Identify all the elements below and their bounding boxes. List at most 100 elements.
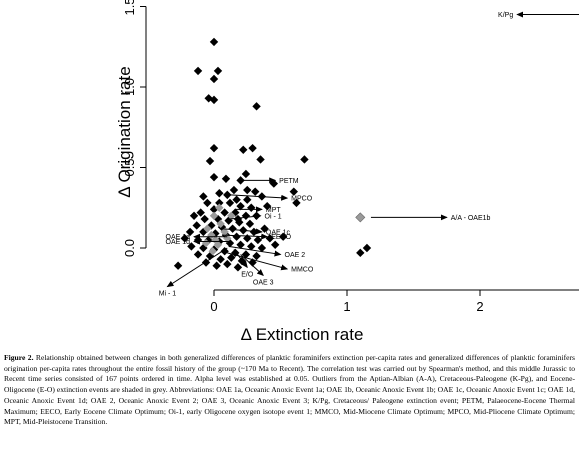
annotation-arrow [240, 254, 264, 277]
annotation-label: OAE 2 [285, 252, 306, 259]
data-point [289, 187, 298, 196]
data-point [253, 235, 263, 245]
annotation-arrow [233, 249, 248, 269]
annotation-label: OAE 1d [166, 239, 191, 246]
data-point [247, 242, 256, 251]
data-point [243, 185, 252, 195]
outlier-point [355, 212, 366, 223]
data-point [292, 198, 301, 208]
data-point [243, 195, 252, 204]
annotation-arrow [229, 194, 289, 201]
data-point [173, 261, 183, 270]
y-axis-title: Δ Origination rate [115, 66, 134, 197]
annotation-label: E/O [241, 271, 254, 278]
annotation-arrow [229, 213, 262, 220]
data-point [241, 211, 251, 220]
annotation-label: Mi - 1 [159, 291, 177, 298]
data-point [227, 253, 236, 262]
data-point [213, 66, 223, 76]
grey-event-point [227, 211, 236, 220]
data-point [236, 201, 245, 211]
data-point [200, 214, 209, 224]
caption-text: Relationship obtained between changes in… [4, 353, 575, 427]
data-point [256, 155, 265, 164]
data-point [185, 227, 195, 237]
annotation-arrow [166, 247, 228, 288]
data-point [248, 143, 257, 153]
annotation-label: Oi - 1 [265, 213, 282, 220]
data-point [221, 174, 231, 183]
data-point [257, 243, 267, 253]
x-axis: 0123 [210, 289, 579, 314]
annotation-arrow [221, 233, 269, 240]
data-point [204, 94, 213, 103]
data-point [205, 156, 215, 166]
data-point [236, 240, 245, 249]
data-point [193, 66, 203, 76]
grey-event-point [209, 211, 219, 220]
figure-caption: Figure 2. Relationship obtained between … [4, 353, 575, 428]
data-point [252, 251, 261, 261]
data-point [233, 263, 243, 272]
y-tick-label: 1.0 [122, 78, 137, 96]
x-tick-label: 0 [210, 299, 217, 314]
data-point [245, 219, 255, 229]
data-point [225, 198, 235, 208]
data-point [278, 232, 288, 241]
x-tick-label: 2 [476, 299, 483, 314]
annotation-label: OAE 1c [266, 229, 291, 236]
data-point [220, 208, 229, 217]
data-point [209, 172, 219, 182]
data-point [362, 243, 372, 253]
data-point [356, 248, 365, 258]
data-point [243, 234, 252, 243]
grey-event-point [216, 219, 225, 229]
data-point [189, 211, 199, 220]
annotation-label: PETM [279, 178, 299, 185]
data-point [239, 145, 248, 154]
grey-event-point [207, 230, 216, 240]
data-point [251, 187, 260, 196]
data-point [300, 155, 309, 164]
x-axis-title: Δ Extinction rate [241, 325, 364, 344]
annotation-label: OAE 3 [253, 279, 274, 286]
annotation-label: MMCO [291, 266, 314, 273]
annotation-label: A/A - OAE1b [451, 215, 491, 222]
data-point [196, 208, 205, 217]
annotation-label: EECO [271, 234, 291, 241]
data-point [247, 203, 256, 212]
data-point [229, 185, 239, 195]
data-point [212, 261, 221, 270]
data-point [241, 169, 251, 179]
figure-label: Figure 2. [4, 353, 34, 362]
data-point [233, 214, 243, 224]
data-point [216, 255, 225, 264]
annotation-arrow [220, 228, 263, 235]
data-point [215, 198, 224, 208]
x-tick-label: 1 [343, 299, 350, 314]
data-point [193, 250, 203, 259]
grey-event-point [208, 247, 217, 256]
annotation-label: MPT [266, 207, 282, 214]
y-tick-label: 0.0 [122, 239, 137, 257]
scatter-chart: 0123 0.00.51.01.5 Δ Extinction rate Δ Or… [115, 0, 579, 344]
grey-event-point [203, 224, 212, 233]
data-point [203, 198, 212, 208]
data-point [223, 190, 232, 200]
grey-event-point [215, 203, 224, 212]
data-point [232, 232, 241, 241]
data-point [209, 143, 219, 153]
data-point [232, 195, 241, 204]
annotation-label: MPCO [291, 196, 313, 203]
data-point [192, 221, 201, 230]
data-point [180, 234, 189, 243]
data-points [173, 14, 579, 272]
data-point [252, 102, 261, 111]
data-point [199, 192, 208, 201]
annotation-arrow [228, 245, 282, 257]
data-point [209, 95, 219, 105]
grey-event-point [220, 227, 229, 237]
y-tick-label: 0.5 [122, 158, 137, 176]
data-point [263, 201, 272, 211]
